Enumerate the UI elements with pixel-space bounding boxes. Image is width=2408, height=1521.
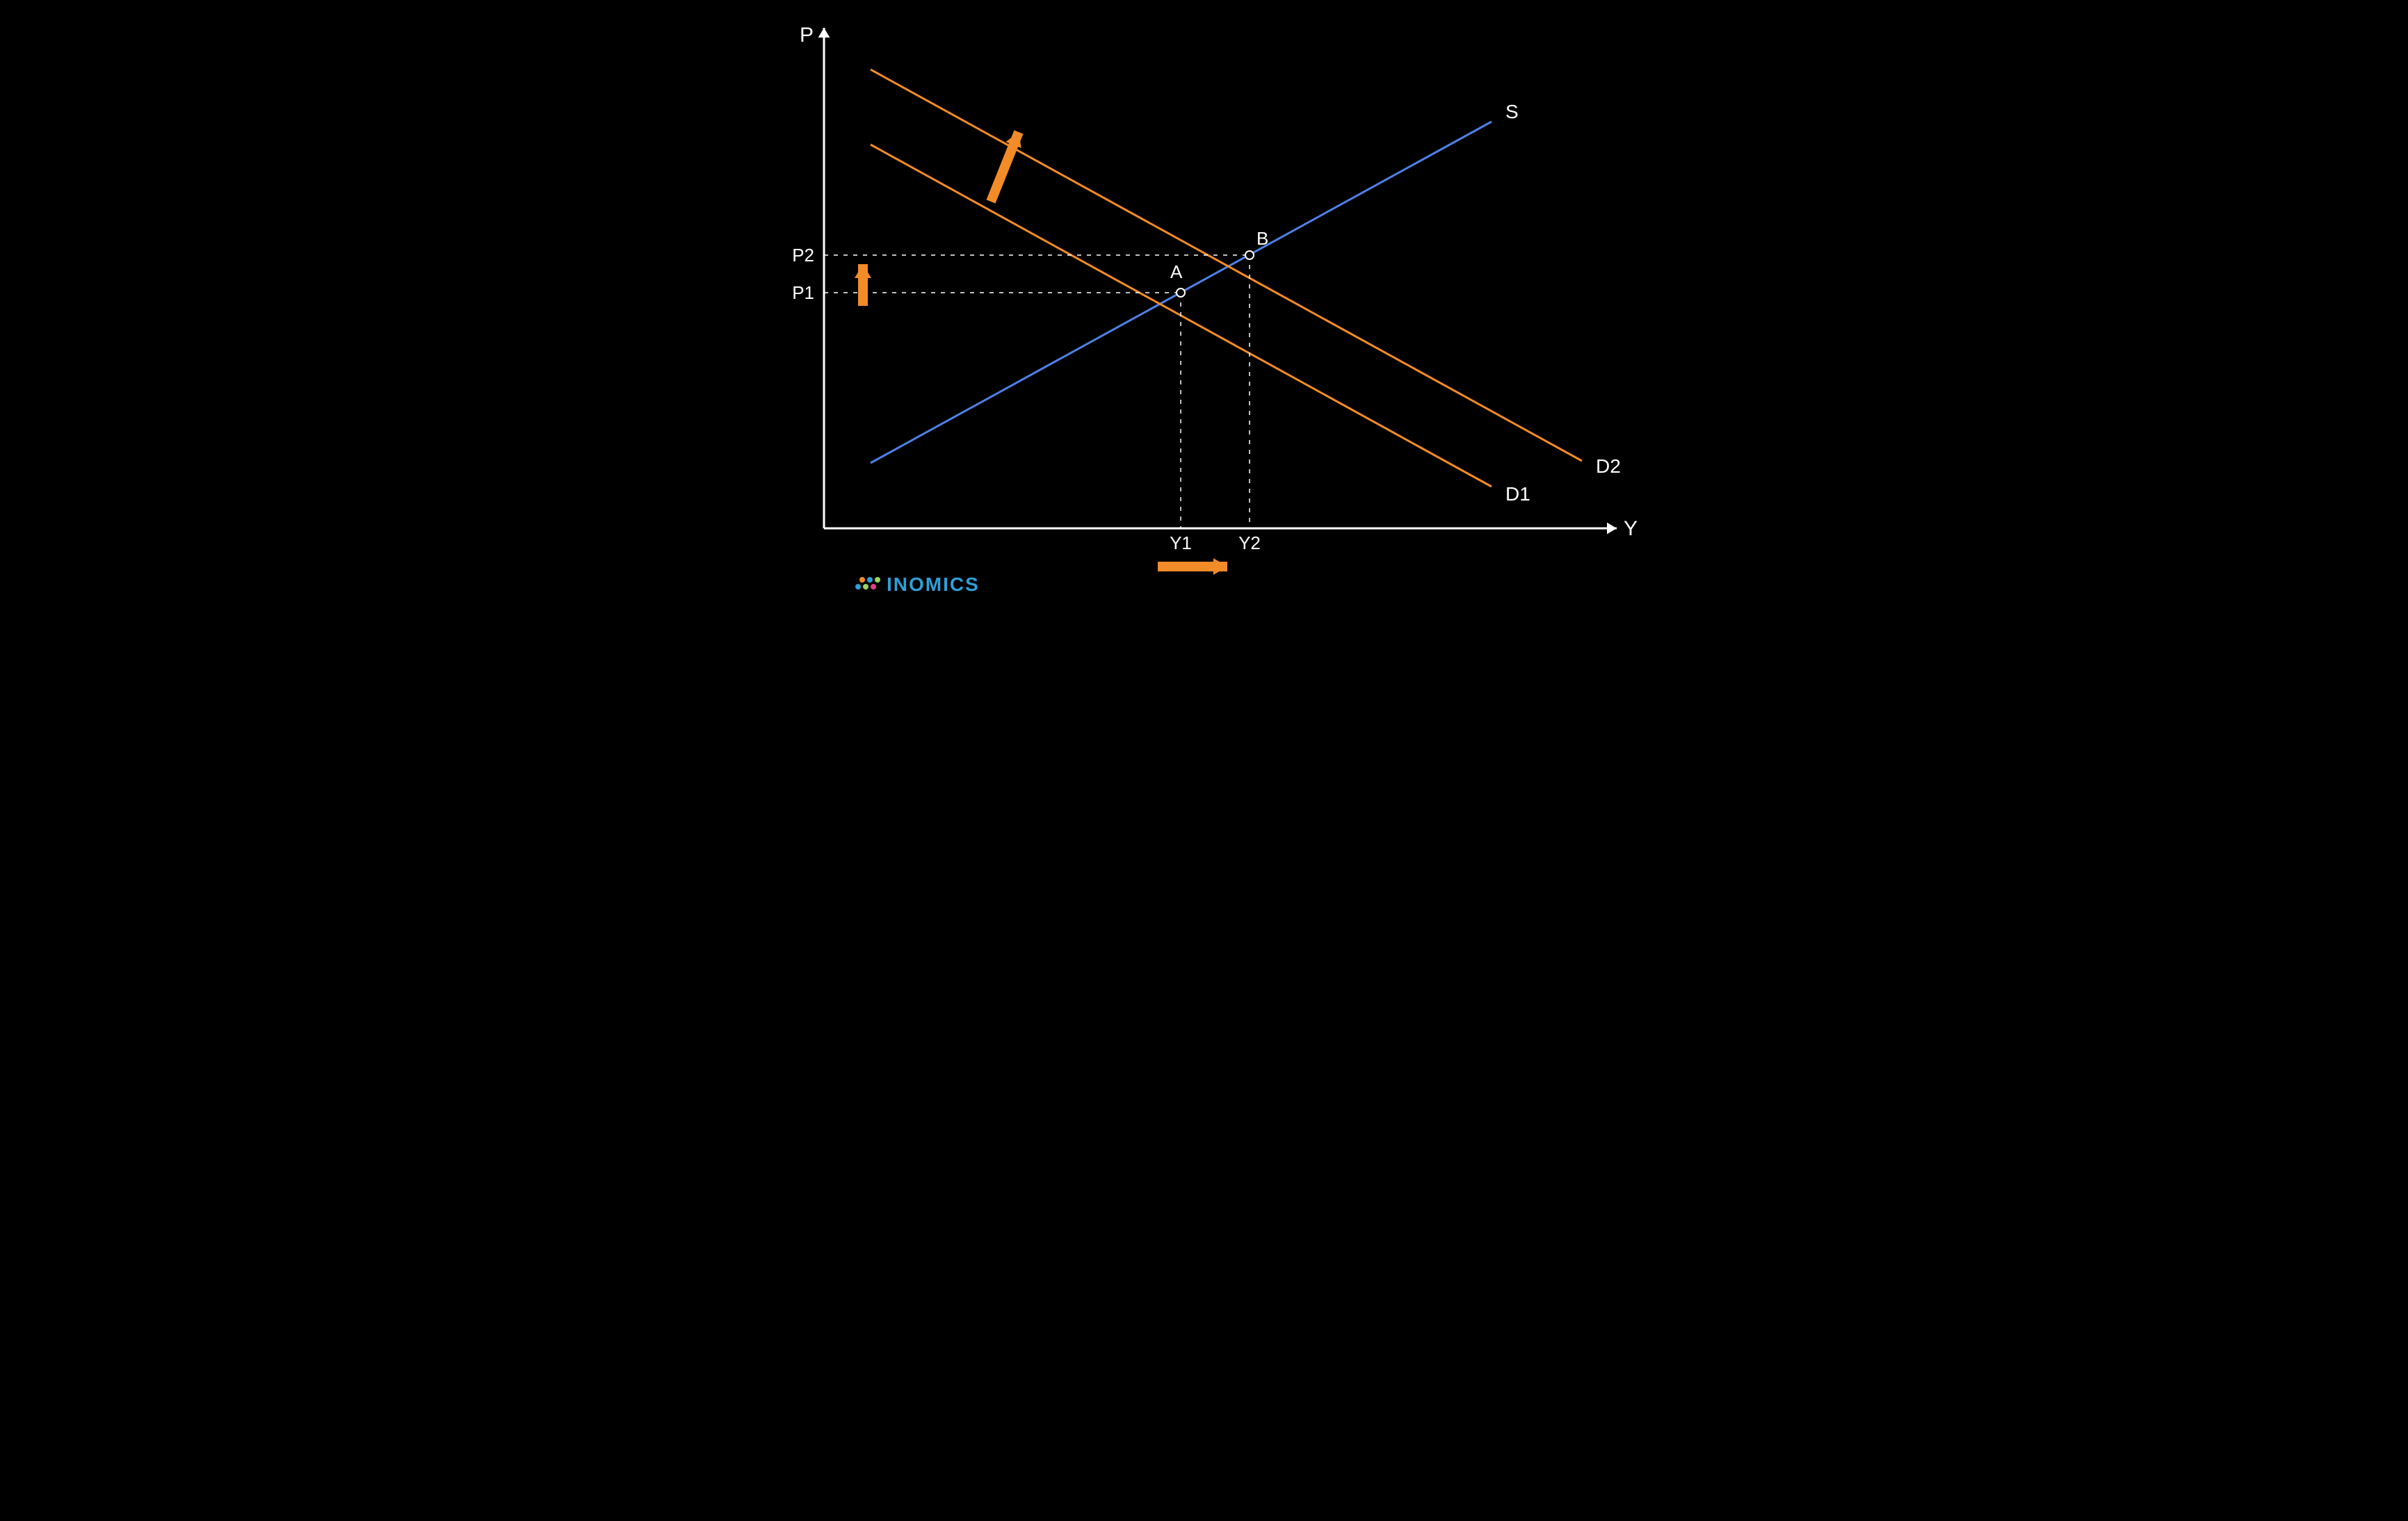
supply-curve-label: S [1505,101,1519,122]
y-axis-label: P [800,24,814,47]
diagram-canvas: P Y S D1 D2 A P1 Y1 B P2 Y2 INOMICS [727,0,1682,603]
demand-curve-1-label: D1 [1505,483,1530,505]
demand-curve-2-label: D2 [1596,455,1621,477]
logo-text: INOMICS [887,574,980,595]
ytick-label-A: P1 [792,282,814,303]
xtick-label-B: Y2 [1238,532,1261,553]
logo-dot-5 [875,577,880,583]
logo-dot-1 [867,577,873,583]
logo-dot-0 [859,577,865,583]
supply-demand-diagram: P Y S D1 D2 A P1 Y1 B P2 Y2 INOMICS [727,0,1682,603]
xtick-label-A: Y1 [1170,532,1192,553]
logo-dot-2 [863,584,868,589]
ytick-label-B: P2 [792,245,814,266]
point-label-A: A [1170,261,1183,282]
logo-dot-4 [855,584,861,589]
point-label-B: B [1256,228,1268,249]
logo-dot-3 [871,584,876,589]
x-axis-label: Y [1624,517,1638,540]
